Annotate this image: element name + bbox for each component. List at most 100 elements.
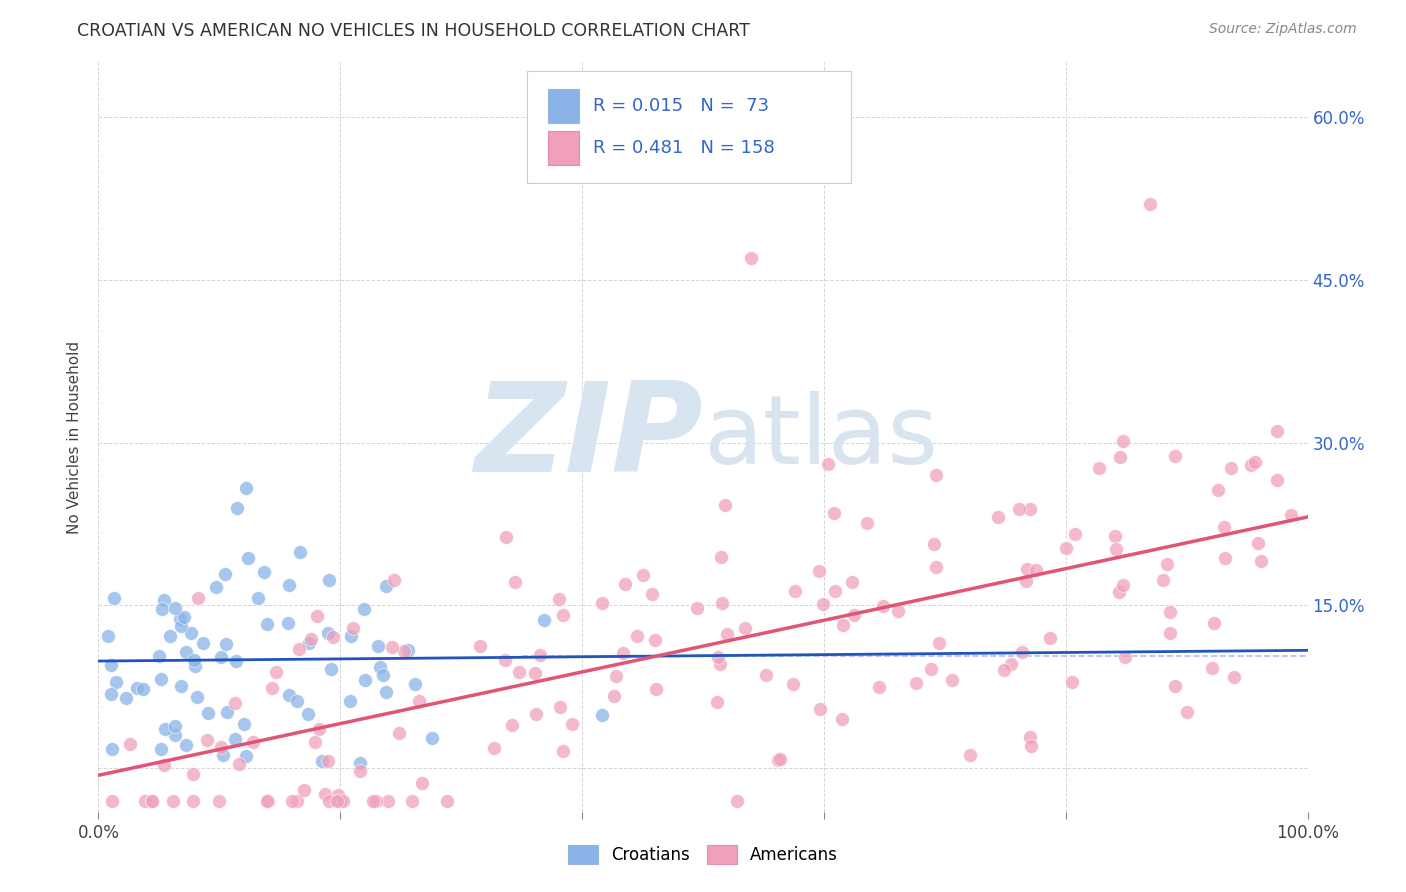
Point [314, 787, 336, 801]
Point [311, 754, 333, 768]
Point [381, 640, 404, 655]
Point [1007, 502, 1029, 516]
Point [813, 597, 835, 611]
Point [170, 618, 193, 632]
Point [1163, 449, 1185, 463]
Point [288, 545, 311, 559]
Point [1017, 562, 1039, 576]
Point [197, 706, 219, 721]
Point [993, 663, 1015, 677]
Point [165, 728, 187, 742]
Point [1063, 527, 1085, 541]
Point [612, 646, 634, 660]
Point [1213, 520, 1236, 534]
Point [411, 776, 433, 790]
Point [401, 794, 423, 808]
Point [1139, 196, 1161, 211]
Point [181, 767, 204, 781]
Point [1159, 605, 1181, 619]
Point [191, 636, 214, 650]
Point [925, 559, 948, 574]
Point [308, 723, 330, 737]
Point [626, 628, 648, 642]
Point [494, 653, 516, 667]
Point [153, 593, 176, 607]
Point [257, 794, 280, 808]
Point [808, 702, 831, 716]
Point [1109, 450, 1132, 464]
Point [501, 718, 523, 732]
Point [104, 674, 127, 689]
Point [173, 610, 195, 624]
Point [226, 501, 249, 516]
Point [922, 537, 945, 551]
Point [842, 607, 865, 622]
Point [644, 681, 666, 696]
Point [396, 642, 419, 657]
Point [716, 627, 738, 641]
Point [561, 716, 583, 731]
Point [134, 794, 156, 808]
Point [591, 708, 613, 723]
Point [170, 679, 193, 693]
Point [368, 660, 391, 674]
Point [394, 644, 416, 658]
Point [709, 657, 731, 671]
Point [288, 642, 311, 657]
Point [1019, 739, 1042, 754]
Point [686, 601, 709, 615]
Point [375, 579, 398, 593]
Point [1175, 705, 1198, 719]
Point [235, 749, 257, 764]
Point [886, 604, 908, 618]
Point [187, 591, 209, 606]
Point [605, 669, 627, 683]
Point [163, 601, 186, 615]
Point [904, 676, 927, 690]
Point [1164, 679, 1187, 693]
Point [215, 705, 238, 719]
Point [408, 694, 430, 708]
Point [831, 712, 853, 726]
Point [959, 748, 981, 763]
Point [1112, 578, 1135, 592]
Point [235, 481, 257, 495]
Point [150, 601, 173, 615]
Point [150, 672, 173, 686]
Point [125, 681, 148, 695]
Point [747, 104, 769, 119]
Y-axis label: No Vehicles in Household: No Vehicles in Household [67, 341, 83, 533]
Point [246, 591, 269, 605]
Point [548, 700, 571, 714]
Point [225, 654, 247, 668]
Point [817, 458, 839, 472]
Point [1156, 557, 1178, 571]
Point [322, 630, 344, 644]
Point [1105, 542, 1128, 557]
Point [299, 632, 322, 646]
Point [353, 602, 375, 616]
Point [361, 794, 384, 808]
Point [212, 748, 235, 763]
Point [264, 665, 287, 679]
Point [349, 756, 371, 770]
Text: atlas: atlas [703, 391, 938, 483]
Point [224, 731, 246, 746]
Point [1088, 460, 1111, 475]
Point [328, 788, 350, 802]
Point [329, 794, 352, 808]
Point [1014, 574, 1036, 588]
Point [925, 468, 948, 483]
Point [260, 681, 283, 695]
Point [253, 566, 276, 580]
Point [367, 640, 389, 654]
Point [316, 626, 339, 640]
Point [782, 677, 804, 691]
Point [101, 742, 124, 756]
Point [100, 794, 122, 808]
Point [524, 666, 547, 681]
Point [470, 639, 492, 653]
Point [1011, 645, 1033, 659]
Point [1039, 632, 1062, 646]
Point [141, 794, 163, 808]
